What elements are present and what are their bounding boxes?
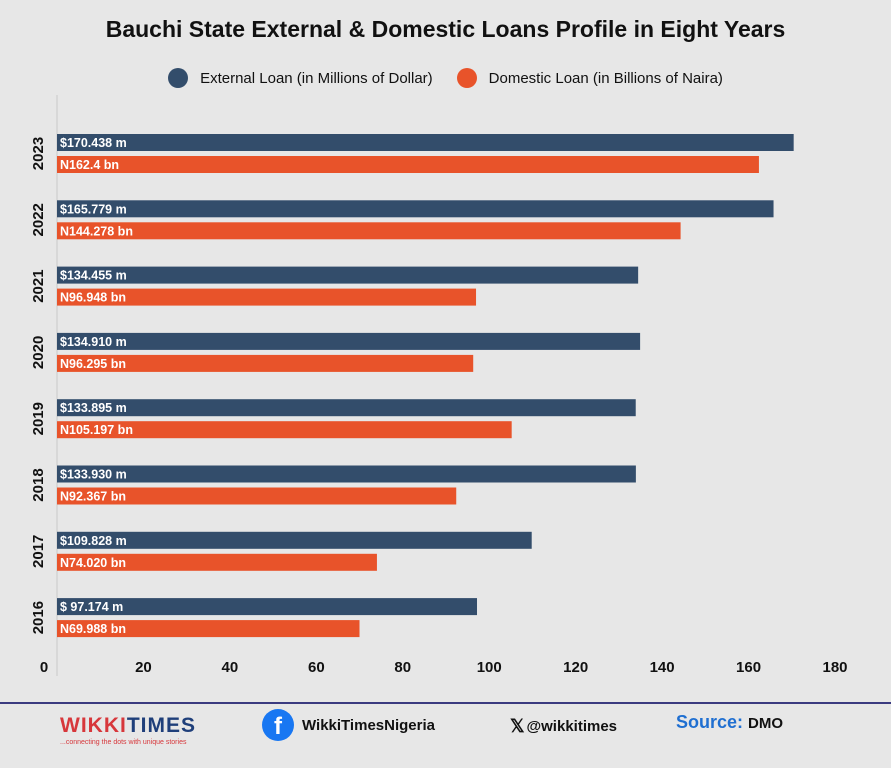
facebook-label: WikkiTimesNigeria xyxy=(302,716,435,734)
source-label: Source: xyxy=(676,712,744,732)
data-label-domestic-2016: N69.988 bn xyxy=(60,622,126,636)
x-logo-icon: 𝕏 xyxy=(510,716,525,736)
data-label-external-2023: $170.438 m xyxy=(60,136,127,150)
bar-domestic-2017 xyxy=(57,553,377,571)
brand-tagline: ...connecting the dots with unique stori… xyxy=(60,739,187,746)
bar-domestic-2021 xyxy=(57,288,477,306)
x-tick-label-160: 160 xyxy=(736,659,761,676)
legend-swatch-external xyxy=(168,68,189,88)
y-tick-label-2022: 2022 xyxy=(30,203,47,236)
data-label-domestic-2022: N144.278 bn xyxy=(60,224,133,238)
legend: External Loan (in Millions of Dollar) Do… xyxy=(0,68,891,88)
x-tick-label-140: 140 xyxy=(650,659,675,676)
bar-domestic-2020 xyxy=(57,354,474,372)
data-label-external-2017: $109.828 m xyxy=(60,534,127,548)
facebook-handle[interactable]: f WikkiTimesNigeria xyxy=(262,709,435,741)
bar-external-2020 xyxy=(57,332,641,350)
x-tick-label-100: 100 xyxy=(477,659,502,676)
data-label-external-2019: $133.895 m xyxy=(60,401,127,415)
legend-label-external: External Loan (in Millions of Dollar) xyxy=(200,69,433,87)
footer: WIKKITIMES ...connecting the dots with u… xyxy=(0,704,891,768)
bar-external-2017 xyxy=(57,531,532,549)
twitter-handle[interactable]: 𝕏 @wikkitimes xyxy=(510,716,617,737)
bar-external-2016 xyxy=(57,598,478,616)
y-tick-label-2023: 2023 xyxy=(30,137,47,170)
x-tick-label-0: 0 xyxy=(40,659,48,676)
x-tick-label-180: 180 xyxy=(822,659,847,676)
brand-logo: WIKKITIMES ...connecting the dots with u… xyxy=(60,714,196,746)
legend-label-domestic: Domestic Loan (in Billions of Naira) xyxy=(488,69,723,87)
data-label-domestic-2017: N74.020 bn xyxy=(60,556,126,570)
twitter-label: @wikkitimes xyxy=(526,718,618,735)
bar-external-2021 xyxy=(57,266,639,284)
x-tick-label-60: 60 xyxy=(308,659,325,676)
bar-domestic-2016 xyxy=(57,620,360,638)
data-label-external-2022: $165.779 m xyxy=(60,202,127,216)
legend-item-external: External Loan (in Millions of Dollar) xyxy=(168,68,433,88)
data-label-domestic-2021: N96.948 bn xyxy=(60,291,126,305)
bar-external-2018 xyxy=(57,465,636,483)
bar-external-2022 xyxy=(57,200,774,218)
data-label-external-2016: $ 97.174 m xyxy=(60,600,123,614)
bar-domestic-2023 xyxy=(57,156,759,173)
y-tick-label-2019: 2019 xyxy=(30,402,47,435)
bar-external-2023 xyxy=(57,134,794,151)
y-tick-label-2018: 2018 xyxy=(30,468,47,501)
source-note: Source: DMO xyxy=(676,712,783,733)
facebook-icon: f xyxy=(262,709,294,741)
bar-domestic-2018 xyxy=(57,487,457,505)
legend-item-domestic: Domestic Loan (in Billions of Naira) xyxy=(456,68,723,88)
data-label-external-2021: $134.455 m xyxy=(60,269,127,283)
data-label-domestic-2020: N96.295 bn xyxy=(60,357,126,371)
bar-external-2019 xyxy=(57,399,636,417)
y-tick-label-2016: 2016 xyxy=(30,601,47,634)
footer-divider xyxy=(0,702,891,704)
data-label-domestic-2018: N92.367 bn xyxy=(60,490,126,504)
x-tick-label-80: 80 xyxy=(394,659,411,676)
y-tick-label-2021: 2021 xyxy=(30,269,47,302)
x-tick-label-120: 120 xyxy=(563,659,588,676)
legend-swatch-domestic xyxy=(456,68,477,88)
brand-wordmark: WIKKITIMES xyxy=(60,714,196,737)
bar-domestic-2022 xyxy=(57,222,681,240)
y-tick-label-2017: 2017 xyxy=(30,535,47,568)
data-label-domestic-2023: N162.4 bn xyxy=(60,158,119,172)
y-tick-label-2020: 2020 xyxy=(30,336,47,369)
bar-domestic-2019 xyxy=(57,421,512,439)
data-label-domestic-2019: N105.197 bn xyxy=(60,423,133,437)
bar-chart: $170.438 m N162.4 bn 2023 $165.779 m N144.27… xyxy=(30,95,848,676)
data-label-external-2020: $134.910 m xyxy=(60,335,127,349)
data-label-external-2018: $133.930 m xyxy=(60,468,127,482)
source-value: DMO xyxy=(748,715,784,732)
x-tick-label-40: 40 xyxy=(222,659,239,676)
x-tick-label-20: 20 xyxy=(135,659,152,676)
chart-title: Bauchi State External & Domestic Loans P… xyxy=(105,16,786,42)
